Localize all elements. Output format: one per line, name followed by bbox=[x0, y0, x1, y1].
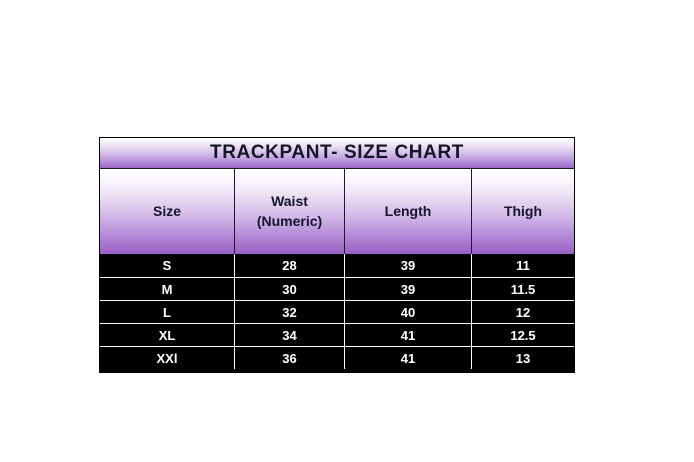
cell-size: L bbox=[100, 301, 235, 323]
table-header-row: Size Waist (Numeric) Length Thigh bbox=[100, 169, 574, 254]
column-header-size: Size bbox=[100, 169, 235, 254]
cell-size: S bbox=[100, 254, 235, 277]
cell-thigh: 12.5 bbox=[510, 327, 536, 343]
column-header-thigh: Thigh bbox=[472, 169, 574, 254]
cell-thigh: 12 bbox=[515, 304, 531, 320]
cell-size: XL bbox=[100, 324, 235, 346]
cell-length: 39 bbox=[345, 254, 472, 277]
column-header-waist-sublabel: (Numeric) bbox=[256, 212, 323, 229]
cell-thigh: 11 bbox=[516, 258, 530, 273]
column-header-length-label: Length bbox=[384, 202, 432, 219]
page-title: TRACKPANT- SIZE CHART bbox=[210, 142, 464, 163]
cell-thigh: 13 bbox=[515, 350, 531, 366]
table-row: M 30 39 11.5 bbox=[100, 277, 574, 300]
cell-size: M bbox=[100, 278, 235, 300]
cell-size: XXl bbox=[100, 347, 235, 369]
column-header-waist-label: Waist bbox=[271, 192, 308, 209]
cell-waist: 32 bbox=[235, 301, 345, 323]
table-body: S 28 39 11 M 30 39 11.5 L 32 40 12 XL 34… bbox=[100, 254, 574, 369]
cell-waist: 28 bbox=[235, 254, 345, 277]
cell-waist: 34 bbox=[235, 324, 345, 346]
cell-length: 41 bbox=[345, 324, 472, 346]
table-row: XXl 36 41 13 bbox=[100, 346, 574, 369]
table-row: S 28 39 11 bbox=[100, 254, 574, 277]
column-header-size-label: Size bbox=[152, 202, 181, 219]
size-chart-table: TRACKPANT- SIZE CHART Size Waist (Numeri… bbox=[99, 137, 575, 373]
cell-thigh: 11.5 bbox=[510, 281, 536, 297]
table-row: XL 34 41 12.5 bbox=[100, 323, 574, 346]
cell-waist: 30 bbox=[235, 278, 345, 300]
cell-waist: 36 bbox=[235, 347, 345, 369]
cell-length: 40 bbox=[345, 301, 472, 323]
table-row: L 32 40 12 bbox=[100, 300, 574, 323]
cell-length: 41 bbox=[345, 347, 472, 369]
column-header-waist: Waist (Numeric) bbox=[235, 169, 345, 254]
column-header-thigh-label: Thigh bbox=[503, 202, 543, 219]
column-header-length: Length bbox=[345, 169, 472, 254]
chart-title-bar: TRACKPANT- SIZE CHART bbox=[100, 138, 574, 169]
cell-length: 39 bbox=[345, 278, 472, 300]
